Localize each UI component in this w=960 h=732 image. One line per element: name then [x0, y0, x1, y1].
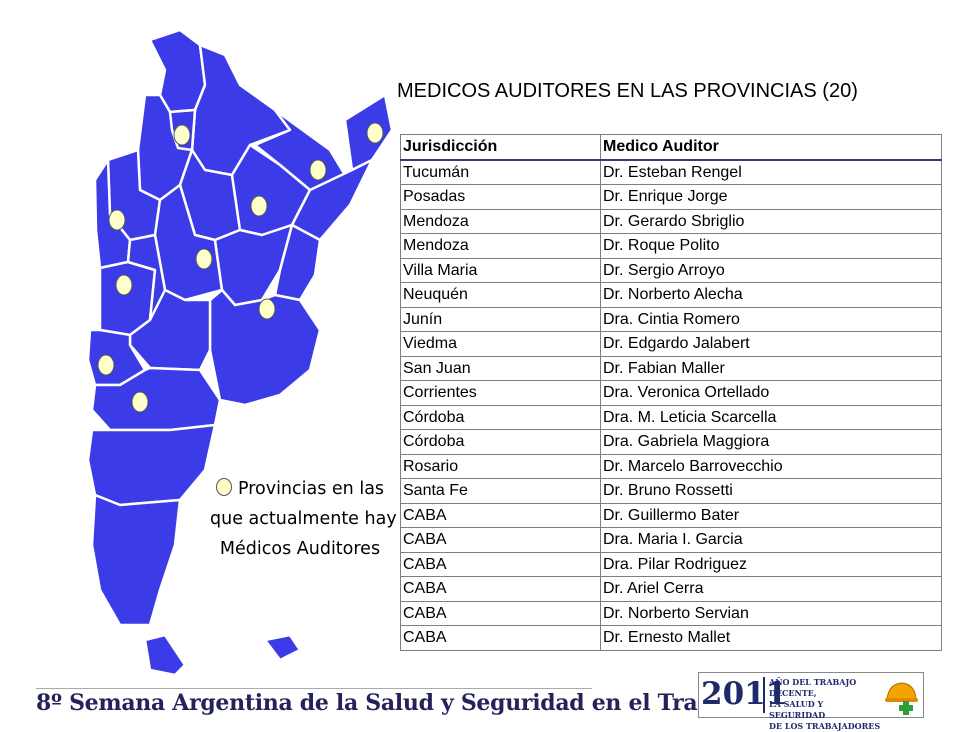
province-chubut — [86, 423, 217, 507]
cell-jurisdiccion: Córdoba — [400, 429, 601, 455]
cell-medico-auditor: Dr. Guillermo Bater — [600, 502, 942, 528]
cell-jurisdiccion: Villa Maria — [400, 257, 601, 283]
footer-divider — [36, 688, 592, 689]
yellow-oval-marker-icon — [215, 478, 232, 496]
marker-misiones — [366, 122, 384, 144]
map-legend: Provincias en las que actualmente hay Mé… — [210, 474, 397, 564]
cell-medico-auditor: Dra. Gabriela Maggiora — [600, 429, 942, 455]
table-row: CABA Dr. Guillermo Bater — [400, 502, 942, 528]
badge-line-3: DE LOS TRABAJADORES — [769, 721, 881, 731]
table-row: Santa Fe Dr. Bruno Rossetti — [400, 478, 942, 504]
cell-jurisdiccion: CABA — [400, 551, 601, 577]
cell-medico-auditor: Dr. Roque Polito — [600, 233, 942, 259]
legend-line-2: que actualmente hay — [210, 509, 397, 529]
table-row: Junín Dra. Cintia Romero — [400, 306, 942, 332]
argentina-map — [86, 28, 394, 677]
cell-medico-auditor: Dr. Norberto Servian — [600, 600, 942, 626]
badge-line-2: LA SALUD Y SEGURIDAD — [769, 699, 826, 720]
cell-medico-auditor: Dr. Marcelo Barrovecchio — [600, 453, 942, 479]
marker-sanjuan — [108, 209, 126, 231]
province-tierradelfuego — [143, 633, 187, 677]
cell-medico-auditor: Dr. Bruno Rossetti — [600, 478, 942, 504]
cell-jurisdiccion: CABA — [400, 527, 601, 553]
table-row: San Juan Dr. Fabian Maller — [400, 355, 942, 381]
marker-santafe — [250, 195, 268, 217]
cell-jurisdiccion: CABA — [400, 600, 601, 626]
legend-line-1: Provincias en las — [237, 479, 385, 499]
province-rionegro — [90, 366, 222, 432]
table-row: Mendoza Dr. Gerardo Sbriglio — [400, 208, 942, 234]
marker-neuquen — [97, 354, 115, 376]
header-medico-auditor: Medico Auditor — [600, 134, 942, 161]
cell-medico-auditor: Dra. Pilar Rodriguez — [600, 551, 942, 577]
badge-separator — [763, 677, 765, 713]
marker-tucuman — [173, 124, 191, 146]
cell-jurisdiccion: CABA — [400, 576, 601, 602]
legend-line-3: Médicos Auditores — [219, 539, 381, 559]
marker-rionegro — [131, 391, 149, 413]
footer-event-title: 8º Semana Argentina de la Salud y Seguri… — [36, 690, 749, 716]
cell-medico-auditor: Dra. M. Leticia Scarcella — [600, 404, 942, 430]
cell-jurisdiccion: Santa Fe — [400, 478, 601, 504]
cell-jurisdiccion: Córdoba — [400, 404, 601, 430]
marker-buenosaires — [258, 298, 276, 320]
table-row: CABA Dr. Ernesto Mallet — [400, 625, 942, 651]
cell-medico-auditor: Dr. Sergio Arroyo — [600, 257, 942, 283]
badge-year: 2011 — [701, 676, 788, 712]
cell-medico-auditor: Dr. Ariel Cerra — [600, 576, 942, 602]
auditors-table: Jurisdicción Medico Auditor Tucumán Dr. E… — [400, 134, 942, 651]
table-row: Córdoba Dra. M. Leticia Scarcella — [400, 404, 942, 430]
table-header-row: Jurisdicción Medico Auditor — [400, 134, 942, 161]
cell-medico-auditor: Dra. Cintia Romero — [600, 306, 942, 332]
islands — [263, 633, 302, 662]
table-row: Viedma Dr. Edgardo Jalabert — [400, 331, 942, 357]
badge-motto: AÑO DEL TRABAJO DECENTE, LA SALUD Y SEGU… — [769, 677, 881, 732]
cell-medico-auditor: Dr. Esteban Rengel — [600, 159, 942, 185]
table-row: CABA Dr. Norberto Servian — [400, 600, 942, 626]
header-jurisdiccion: Jurisdicción — [400, 134, 601, 161]
table-row: Rosario Dr. Marcelo Barrovecchio — [400, 453, 942, 479]
table-row: CABA Dr. Ariel Cerra — [400, 576, 942, 602]
cell-medico-auditor: Dra. Veronica Ortellado — [600, 380, 942, 406]
cell-medico-auditor: Dr. Norberto Alecha — [600, 282, 942, 308]
province-santacruz — [90, 493, 182, 627]
cell-jurisdiccion: Viedma — [400, 331, 601, 357]
table-row: Tucumán Dr. Esteban Rengel — [400, 159, 942, 185]
cell-jurisdiccion: Corrientes — [400, 380, 601, 406]
cell-jurisdiccion: Tucumán — [400, 159, 601, 185]
cell-jurisdiccion: Neuquén — [400, 282, 601, 308]
badge-line-1: AÑO DEL TRABAJO DECENTE, — [769, 677, 857, 698]
table-row: Posadas Dr. Enrique Jorge — [400, 184, 942, 210]
marker-mendoza — [115, 274, 133, 296]
auditors-table-container: Jurisdicción Medico Auditor Tucumán Dr. E… — [400, 134, 942, 651]
cell-jurisdiccion: CABA — [400, 502, 601, 528]
page-title: MEDICOS AUDITORES EN LAS PROVINCIAS (20) — [397, 80, 858, 102]
marker-cordoba — [195, 248, 213, 270]
cell-medico-auditor: Dr. Ernesto Mallet — [600, 625, 942, 651]
cell-medico-auditor: Dr. Gerardo Sbriglio — [600, 208, 942, 234]
table-row: Neuquén Dr. Norberto Alecha — [400, 282, 942, 308]
table-row: Mendoza Dr. Roque Polito — [400, 233, 942, 259]
year-badge: 2011 AÑO DEL TRABAJO DECENTE, LA SALUD Y… — [698, 672, 924, 731]
cell-medico-auditor: Dr. Enrique Jorge — [600, 184, 942, 210]
cell-jurisdiccion: Mendoza — [400, 233, 601, 259]
hard-hat-cross-icon — [885, 682, 918, 715]
cell-jurisdiccion: Rosario — [400, 453, 601, 479]
table-row: CABA Dra. Maria I. Garcia — [400, 527, 942, 553]
table-row: CABA Dra. Pilar Rodriguez — [400, 551, 942, 577]
table-row: Villa Maria Dr. Sergio Arroyo — [400, 257, 942, 283]
cell-jurisdiccion: Mendoza — [400, 208, 601, 234]
cell-jurisdiccion: CABA — [400, 625, 601, 651]
cell-jurisdiccion: Posadas — [400, 184, 601, 210]
cell-medico-auditor: Dr. Edgardo Jalabert — [600, 331, 942, 357]
table-row: Corrientes Dra. Veronica Ortellado — [400, 380, 942, 406]
cell-jurisdiccion: Junín — [400, 306, 601, 332]
cell-jurisdiccion: San Juan — [400, 355, 601, 381]
cell-medico-auditor: Dr. Fabian Maller — [600, 355, 942, 381]
marker-corrientes — [309, 159, 327, 181]
cell-medico-auditor: Dra. Maria I. Garcia — [600, 527, 942, 553]
table-row: Córdoba Dra. Gabriela Maggiora — [400, 429, 942, 455]
